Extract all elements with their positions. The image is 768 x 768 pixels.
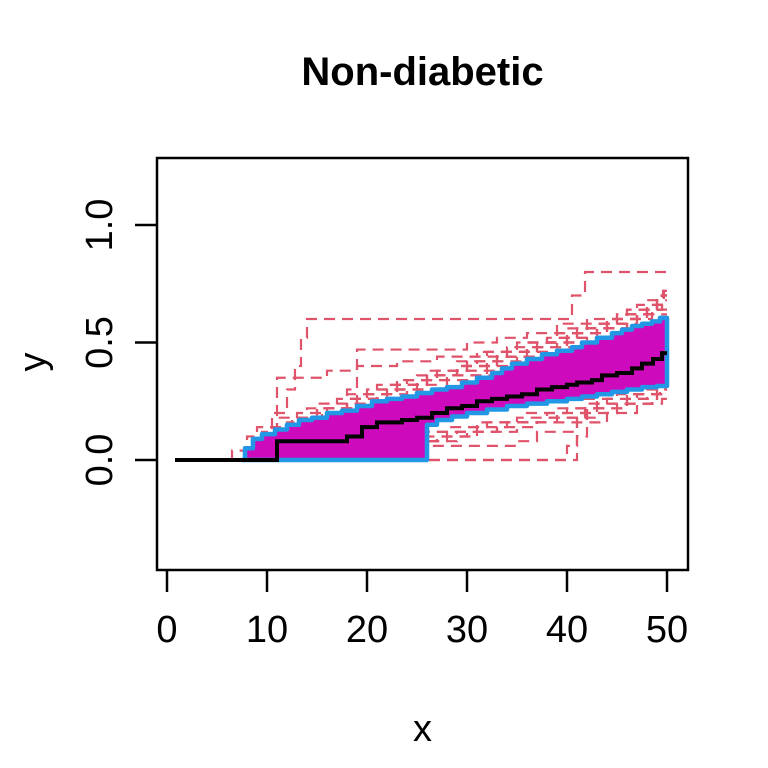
plot-box — [155, 156, 690, 572]
x-tick-label: 40 — [546, 609, 588, 651]
x-tick-label: 10 — [246, 609, 288, 651]
y-tick-label: 0.0 — [79, 434, 121, 487]
trajectory-line — [177, 388, 667, 462]
confidence-band — [239, 315, 670, 463]
x-tick-label: 0 — [156, 609, 177, 651]
y-tick-label: 1.0 — [79, 199, 121, 252]
x-tick-label: 20 — [346, 609, 388, 651]
chart-title: Non-diabetic — [301, 50, 544, 94]
y-tick-label: 0.5 — [79, 316, 121, 369]
x-tick-label: 50 — [646, 609, 688, 651]
x-axis-label: x — [413, 708, 432, 750]
trajectory-line — [177, 303, 667, 462]
y-axis-label-wrap: y — [12, 342, 54, 382]
median-line — [175, 351, 667, 462]
trajectory-line — [177, 383, 667, 462]
x-tick-label: 30 — [446, 609, 488, 651]
trajectory-line — [177, 289, 667, 462]
y-axis-label: y — [12, 352, 54, 372]
